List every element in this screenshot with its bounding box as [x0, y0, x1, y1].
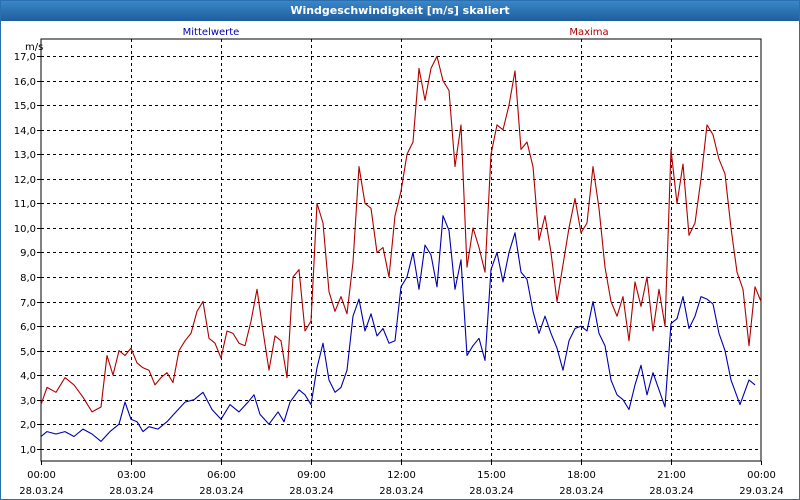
wind-speed-chart: 1,0 2,0 3,0 4,0 5,0 6,0 7,0 8,0 9,0 10,0 11,0 12,0 1…: [14, 27, 784, 497]
x-tick-time: 03:00: [117, 470, 146, 481]
series-lines: [40, 55, 762, 442]
y-tick-label: 9,0: [20, 248, 36, 259]
y-tick-label: 7,0: [20, 298, 36, 309]
legend-mittelwerte: Mittelwerte: [183, 27, 240, 38]
window-title: Windgeschwindigkeit [m/s] skaliert: [1, 1, 799, 21]
x-tick-time: 00:00: [27, 470, 56, 481]
x-tick-time: 18:00: [567, 470, 596, 481]
y-tick-label: 3,0: [20, 396, 36, 407]
y-tick-label: 2,0: [20, 420, 36, 431]
x-tick-labels: 00:00 28.03.24 03:00 28.03.24 06:00 28.03.24 0…: [19, 470, 784, 497]
y-tick-label: 16,0: [14, 77, 36, 88]
x-tick-time: 21:00: [657, 470, 686, 481]
x-tick-date: 28.03.24: [649, 486, 694, 497]
y-tick-label: 10,0: [14, 224, 36, 235]
x-tick-date: 28.03.24: [19, 486, 64, 497]
y-axis-label: m/s: [25, 42, 43, 53]
x-tick-date: 28.03.24: [559, 486, 604, 497]
y-tick-label: 17,0: [14, 52, 36, 63]
y-tick-label: 6,0: [20, 322, 36, 333]
x-tick-date: 28.03.24: [379, 486, 424, 497]
y-tick-labels: 1,0 2,0 3,0 4,0 5,0 6,0 7,0 8,0 9,0 10,0 11,0 12,0 1…: [14, 52, 36, 456]
y-tick-label: 14,0: [14, 126, 36, 137]
y-tick-label: 15,0: [14, 101, 36, 112]
x-tick-date: 28.03.24: [199, 486, 244, 497]
x-tick-time: 09:00: [297, 470, 326, 481]
y-tick-label: 8,0: [20, 273, 36, 284]
y-tick-label: 13,0: [14, 150, 36, 161]
y-tick-label: 5,0: [20, 347, 36, 358]
y-tick-label: 1,0: [20, 445, 36, 456]
x-tick-date: 28.03.24: [109, 486, 154, 497]
y-tick-label: 12,0: [14, 175, 36, 186]
series-line-maxima: [40, 55, 762, 413]
x-tick-date: 28.03.24: [469, 486, 514, 497]
x-tick-time: 00:00: [747, 470, 776, 481]
legend-maxima: Maxima: [569, 27, 608, 38]
x-tick-time: 06:00: [207, 470, 236, 481]
y-tick-label: 11,0: [14, 199, 36, 210]
y-tick-label: 4,0: [20, 371, 36, 382]
series-line-mittelwerte: [40, 215, 756, 442]
x-tick-time: 15:00: [477, 470, 506, 481]
x-tick-time: 12:00: [387, 470, 416, 481]
x-tick-date: 29.03.24: [739, 486, 784, 497]
x-tick-date: 28.03.24: [289, 486, 334, 497]
grid: [37, 38, 762, 465]
